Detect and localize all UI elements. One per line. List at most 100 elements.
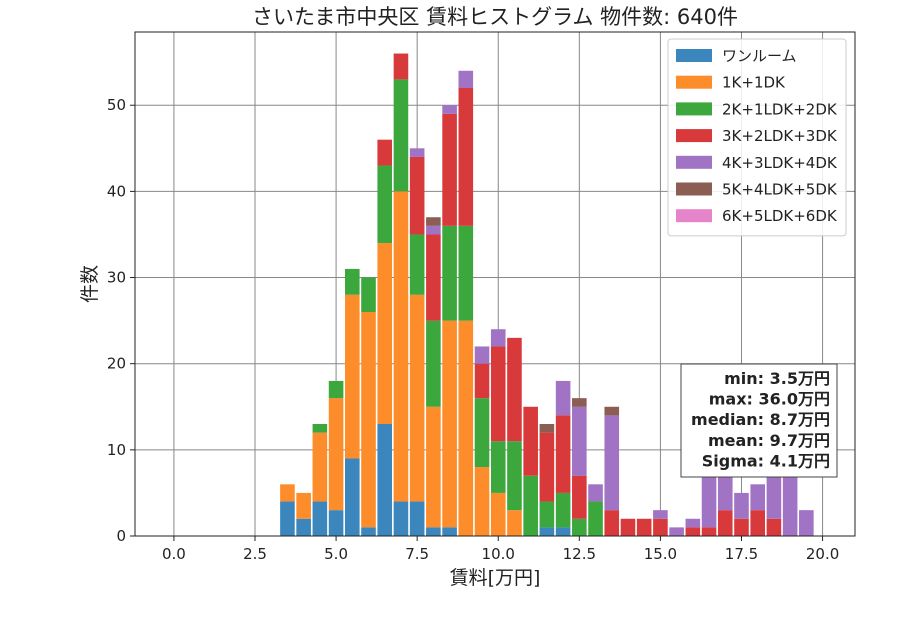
x-axis-title: 賃料[万円]	[450, 567, 541, 589]
bar-segment-5-20	[604, 406, 620, 416]
bar-segment-4-25	[685, 518, 701, 528]
bar-segment-1-6	[377, 243, 393, 424]
y-tick-label: 20	[107, 355, 126, 373]
bar-segment-0-17	[555, 527, 571, 536]
bar-segment-2-15	[523, 475, 538, 536]
legend-label-0: ワンルーム	[722, 47, 797, 65]
bar-segment-0-5	[361, 527, 376, 536]
bar-segment-3-7	[393, 53, 409, 80]
bar-segment-4-31	[782, 475, 798, 536]
stats-line-1: max: 36.0万円	[709, 390, 830, 409]
bar-segment-3-30	[766, 518, 782, 536]
stats-frame	[680, 363, 838, 478]
y-axis-ticks: 0 10 20 30 40 50	[107, 96, 135, 545]
bar-segment-2-5	[361, 277, 376, 312]
bar-segment-4-10	[442, 105, 457, 114]
bar-segment-3-10	[442, 113, 457, 226]
bar-segment-0-6	[377, 424, 393, 536]
bar-segment-3-12	[474, 363, 490, 399]
bar-segment-3-17	[555, 415, 571, 493]
y-tick-label: 30	[107, 269, 126, 287]
bar-segment-3-11	[458, 88, 474, 226]
bar-segment-2-12	[474, 398, 490, 468]
stats-line-0: min: 3.5万円	[724, 369, 830, 388]
bar-segment-4-18	[572, 406, 587, 476]
bar-segment-2-17	[555, 492, 571, 528]
bar-segment-2-8	[409, 234, 425, 295]
bar-segment-2-16	[539, 501, 555, 528]
bar-segment-1-11	[458, 320, 474, 536]
bar-segment-1-2	[312, 432, 328, 502]
bar-segment-3-18	[572, 475, 587, 519]
bar-segment-4-9	[426, 225, 441, 235]
bar-segment-3-20	[604, 510, 620, 536]
bar-segment-0-9	[426, 527, 441, 536]
x-tick-label: 17.5	[725, 545, 758, 563]
stats-line-3: mean: 9.7万円	[708, 431, 830, 450]
legend-label-4: 4K+3LDK+4DK	[722, 154, 838, 172]
bar-segment-2-13	[490, 441, 506, 493]
x-tick-label: 0.0	[162, 545, 186, 563]
bar-segment-3-14	[507, 337, 522, 442]
y-tick-label: 50	[107, 96, 126, 114]
x-tick-label: 12.5	[563, 545, 596, 563]
bar-segment-0-8	[409, 501, 425, 536]
bar-segment-3-16	[539, 432, 555, 502]
bar-segment-0-16	[539, 527, 555, 536]
bar-segment-4-24	[669, 527, 684, 536]
plot-frame	[134, 31, 856, 537]
legend-swatch-0	[676, 49, 712, 62]
x-axis-ticks: 0.0 2.5 5.0 7.5 10.0 12.5 15.0 17.5 20.0	[162, 536, 839, 563]
histogram-bars	[280, 53, 814, 536]
bar-segment-3-29	[750, 510, 765, 536]
bar-segment-4-28	[734, 492, 749, 519]
x-tick-label: 10.0	[482, 545, 515, 563]
bar-segment-3-27	[717, 510, 733, 536]
bar-segment-2-14	[507, 441, 522, 511]
legend-label-5: 5K+4LDK+5DK	[722, 181, 838, 199]
bar-segment-4-8	[409, 148, 425, 157]
bar-segment-3-25	[685, 527, 701, 536]
bar-segment-4-19	[588, 484, 603, 502]
bar-segment-1-7	[393, 191, 409, 502]
legend-swatch-3	[676, 129, 712, 143]
bar-segment-1-8	[409, 294, 425, 502]
bar-segment-0-10	[442, 527, 457, 536]
x-tick-label: 5.0	[324, 545, 348, 563]
bar-segment-3-15	[523, 406, 538, 476]
y-tick-label: 0	[116, 527, 126, 545]
bar-segment-4-17	[555, 380, 571, 416]
x-tick-label: 2.5	[243, 545, 267, 563]
legend-label-3: 3K+2LDK+3DK	[722, 127, 838, 145]
bar-segment-1-4	[345, 294, 360, 459]
bar-segment-3-8	[409, 156, 425, 235]
legend-label-1: 1K+1DK	[722, 74, 786, 92]
bar-segment-3-6	[377, 139, 393, 166]
x-tick-label: 15.0	[644, 545, 677, 563]
stats-line-2: median: 8.7万円	[691, 410, 830, 429]
bar-segment-2-19	[588, 501, 603, 536]
bar-segment-2-3	[328, 380, 344, 399]
bar-segment-3-9	[426, 234, 441, 321]
bar-segment-1-0	[280, 484, 295, 502]
bar-segment-3-13	[490, 346, 506, 442]
bar-segment-2-6	[377, 165, 393, 244]
bar-segment-2-10	[442, 225, 457, 321]
bar-segment-3-26	[701, 527, 717, 536]
bar-segment-1-13	[490, 492, 506, 536]
bar-segment-4-23	[653, 510, 668, 519]
bar-segment-1-12	[474, 467, 490, 536]
bar-segment-0-0	[280, 501, 295, 536]
bar-segment-0-4	[345, 458, 360, 536]
bar-segment-4-11	[458, 70, 474, 88]
bar-segment-2-18	[572, 518, 587, 536]
bar-segment-2-11	[458, 225, 474, 321]
bar-segment-1-9	[426, 406, 441, 528]
x-tick-label: 20.0	[806, 545, 839, 563]
legend-label-6: 6K+5LDK+6DK	[722, 207, 838, 225]
bar-segment-0-3	[328, 510, 344, 536]
bar-segment-4-29	[750, 484, 765, 511]
bar-segment-4-20	[604, 415, 620, 511]
bar-segment-5-18	[572, 398, 587, 407]
